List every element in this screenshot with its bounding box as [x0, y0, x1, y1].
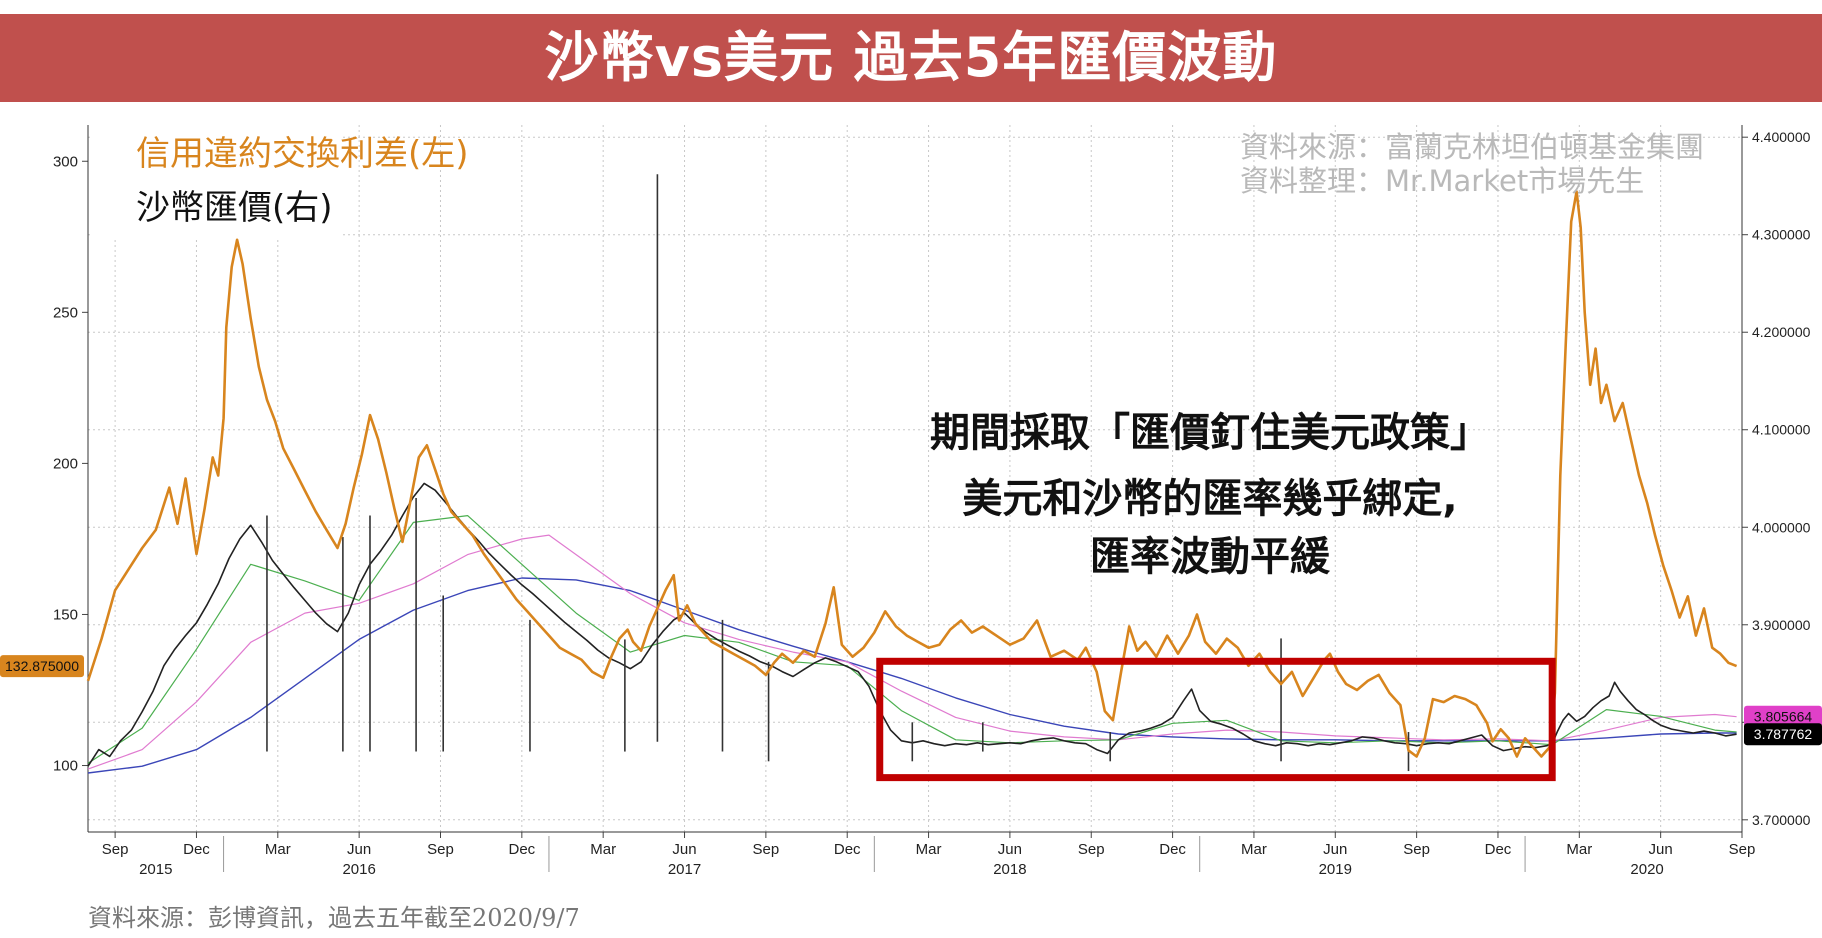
- legend-backdrop: [92, 118, 342, 238]
- right-tick-label: 3.700000: [1752, 812, 1811, 828]
- left-tick-label: 100: [53, 758, 78, 775]
- x-tick-label: Sep: [753, 841, 780, 858]
- year-label: 2015: [139, 861, 172, 878]
- x-tick-label: Mar: [1566, 841, 1592, 858]
- right-tick-label: 4.200000: [1752, 324, 1811, 340]
- x-tick-label: Sep: [102, 841, 129, 858]
- x-tick-label: Jun: [998, 841, 1022, 858]
- annotation-line-3: 匯率波動平緩: [1090, 534, 1330, 580]
- x-tick-label: Dec: [1159, 841, 1186, 858]
- x-tick-label: Mar: [1241, 841, 1267, 858]
- left-tick-label: 300: [53, 153, 78, 170]
- fx-last-value-tag: 3.787762: [1744, 723, 1822, 746]
- left-tick-label: 150: [53, 606, 78, 623]
- x-tick-label: Mar: [265, 841, 291, 858]
- year-label: 2016: [342, 861, 375, 878]
- x-tick-label: Dec: [183, 841, 210, 858]
- right-tick-label: 4.100000: [1752, 422, 1811, 438]
- annotation-line-1: 期間採取「匯價釘住美元政策」: [930, 410, 1490, 456]
- fx-ma-last-value-tag-text: 3.805664: [1754, 709, 1813, 725]
- page-title: 沙幣vs美元 過去5年匯價波動: [544, 26, 1278, 89]
- year-label: 2017: [668, 861, 701, 878]
- annotation-line-2: 美元和沙幣的匯率幾乎綁定,: [962, 476, 1458, 522]
- x-tick-label: Jun: [347, 841, 371, 858]
- left-tick-label: 250: [53, 304, 78, 321]
- x-tick-label: Mar: [590, 841, 616, 858]
- highlight-box: [876, 657, 1556, 782]
- footer-source: 資料來源：彭博資訊，過去五年截至2020/9/7: [88, 904, 580, 932]
- x-tick-label: Sep: [1078, 841, 1105, 858]
- fx-ma-last-value-tag: 3.805664: [1744, 705, 1822, 728]
- cds-last-value-tag-bg: [0, 655, 84, 678]
- x-tick-label: Jun: [672, 841, 696, 858]
- right-tick-label: 3.900000: [1752, 617, 1811, 633]
- series-cds-line: [86, 190, 1738, 758]
- fx-last-value-tag-bg: [1744, 723, 1822, 746]
- left-tick-label: 200: [53, 455, 78, 472]
- year-label: 2018: [993, 861, 1026, 878]
- right-tick-label: 4.400000: [1752, 129, 1811, 145]
- x-tick-label: Mar: [916, 841, 942, 858]
- x-tick-label: Jun: [1323, 841, 1347, 858]
- chart-svg: 3.7000003.8000003.9000004.0000004.100000…: [0, 125, 1822, 878]
- x-tick-label: Dec: [508, 841, 535, 858]
- legend-fx: 沙幣匯價(右): [136, 188, 333, 228]
- x-tick-label: Jun: [1649, 841, 1673, 858]
- right-tick-label: 4.300000: [1752, 227, 1811, 243]
- fx-last-value-tag-text: 3.787762: [1754, 726, 1813, 742]
- series-layer: [86, 174, 1738, 774]
- x-tick-label: Dec: [834, 841, 861, 858]
- cds-last-value-tag-text: 132.875000: [5, 658, 79, 674]
- x-tick-label: Sep: [1403, 841, 1430, 858]
- chart-grid: [88, 125, 1743, 832]
- x-tick-label: Sep: [1729, 841, 1756, 858]
- year-label: 2020: [1630, 861, 1663, 878]
- x-tick-label: Sep: [427, 841, 454, 858]
- legend-cds: 信用違約交換利差(左): [136, 134, 469, 174]
- source-line-1: 資料來源：富蘭克林坦伯頓基金集團: [1240, 130, 1705, 164]
- series-fx-line: [87, 482, 1737, 767]
- x-tick-label: Dec: [1485, 841, 1512, 858]
- fx-ma-last-value-tag-bg: [1744, 705, 1822, 728]
- highlight-box-layer: [876, 657, 1556, 782]
- cds-last-value-tag: 132.875000: [0, 655, 84, 678]
- source-line-2: 資料整理：Mr.Market市場先生: [1240, 164, 1645, 198]
- year-label: 2019: [1319, 861, 1352, 878]
- series-ma-mid-line: [87, 534, 1737, 770]
- title-banner: [0, 14, 1822, 102]
- right-tick-label: 4.000000: [1752, 519, 1811, 535]
